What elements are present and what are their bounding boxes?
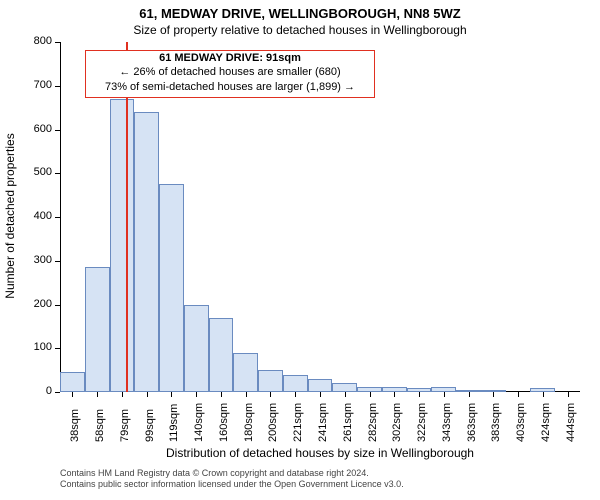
- histogram-bar: [209, 318, 234, 392]
- histogram-bar: [85, 267, 110, 392]
- x-tick-label: 322sqm: [416, 403, 428, 442]
- x-tick: [370, 392, 371, 397]
- y-tick-label: 800: [20, 35, 52, 47]
- x-tick-label: 261sqm: [342, 403, 354, 442]
- x-tick: [345, 392, 346, 397]
- x-tick-label: 302sqm: [391, 403, 403, 442]
- x-tick-label: 241sqm: [317, 403, 329, 442]
- x-tick-label: 343sqm: [441, 403, 453, 442]
- histogram-bar: [159, 184, 184, 392]
- x-tick-label: 424sqm: [540, 403, 552, 442]
- x-tick: [518, 392, 519, 397]
- y-tick-label: 700: [20, 79, 52, 91]
- x-tick: [444, 392, 445, 397]
- x-tick: [320, 392, 321, 397]
- histogram-bar: [134, 112, 159, 392]
- y-tick-label: 100: [20, 341, 52, 353]
- y-tick-label: 0: [20, 385, 52, 397]
- x-tick-label: 38sqm: [69, 409, 81, 442]
- x-tick: [469, 392, 470, 397]
- y-tick-label: 600: [20, 123, 52, 135]
- y-tick: [55, 173, 60, 174]
- y-axis-title: Number of detached properties: [3, 116, 17, 316]
- x-tick-label: 99sqm: [144, 409, 156, 442]
- y-tick: [55, 130, 60, 131]
- histogram-bar: [184, 305, 209, 393]
- x-tick: [97, 392, 98, 397]
- x-tick-label: 200sqm: [267, 403, 279, 442]
- x-tick: [270, 392, 271, 397]
- y-tick: [55, 261, 60, 262]
- x-tick: [196, 392, 197, 397]
- annotation-box: 61 MEDWAY DRIVE: 91sqm ← 26% of detached…: [85, 50, 375, 98]
- x-tick: [543, 392, 544, 397]
- x-tick: [72, 392, 73, 397]
- x-tick-label: 58sqm: [94, 409, 106, 442]
- y-tick-label: 400: [20, 210, 52, 222]
- x-tick-label: 444sqm: [565, 403, 577, 442]
- x-tick-label: 160sqm: [218, 403, 230, 442]
- x-tick: [171, 392, 172, 397]
- y-tick: [55, 86, 60, 87]
- x-tick: [221, 392, 222, 397]
- x-tick: [295, 392, 296, 397]
- y-tick-label: 500: [20, 166, 52, 178]
- histogram-bar: [60, 372, 85, 392]
- x-tick: [147, 392, 148, 397]
- y-tick: [55, 305, 60, 306]
- x-tick-label: 403sqm: [515, 403, 527, 442]
- x-tick: [419, 392, 420, 397]
- annotation-line-2: ← 26% of detached houses are smaller (68…: [86, 65, 374, 79]
- y-tick: [55, 392, 60, 393]
- y-tick: [55, 217, 60, 218]
- histogram-bar: [308, 379, 333, 392]
- annotation-line-3: 73% of semi-detached houses are larger (…: [86, 80, 374, 94]
- attribution-line-1: Contains HM Land Registry data © Crown c…: [60, 468, 404, 479]
- y-tick-label: 300: [20, 254, 52, 266]
- y-tick: [55, 348, 60, 349]
- histogram-bar: [233, 353, 258, 392]
- x-tick-label: 140sqm: [193, 403, 205, 442]
- histogram-bar: [332, 383, 357, 392]
- attribution-line-2: Contains public sector information licen…: [60, 479, 404, 490]
- x-tick-label: 180sqm: [243, 403, 255, 442]
- y-axis-line: [60, 42, 61, 392]
- x-tick-label: 282sqm: [367, 403, 379, 442]
- x-tick: [246, 392, 247, 397]
- chart-title-main: 61, MEDWAY DRIVE, WELLINGBOROUGH, NN8 5W…: [0, 0, 600, 21]
- x-tick: [568, 392, 569, 397]
- y-tick: [55, 42, 60, 43]
- x-tick: [394, 392, 395, 397]
- chart-title-sub: Size of property relative to detached ho…: [0, 21, 600, 37]
- x-tick-label: 383sqm: [490, 403, 502, 442]
- histogram-bar: [283, 375, 308, 393]
- x-tick-label: 119sqm: [168, 404, 180, 442]
- histogram-bar: [110, 99, 135, 392]
- x-tick: [122, 392, 123, 397]
- x-axis-title: Distribution of detached houses by size …: [60, 446, 580, 460]
- attribution-text: Contains HM Land Registry data © Crown c…: [60, 468, 404, 491]
- x-tick-label: 79sqm: [119, 409, 131, 442]
- x-tick-label: 221sqm: [292, 403, 304, 442]
- histogram-bar: [258, 370, 283, 392]
- y-tick-label: 200: [20, 298, 52, 310]
- x-tick-label: 363sqm: [466, 403, 478, 442]
- annotation-line-1: 61 MEDWAY DRIVE: 91sqm: [86, 51, 374, 65]
- histogram-chart: 61, MEDWAY DRIVE, WELLINGBOROUGH, NN8 5W…: [0, 0, 600, 500]
- x-tick: [493, 392, 494, 397]
